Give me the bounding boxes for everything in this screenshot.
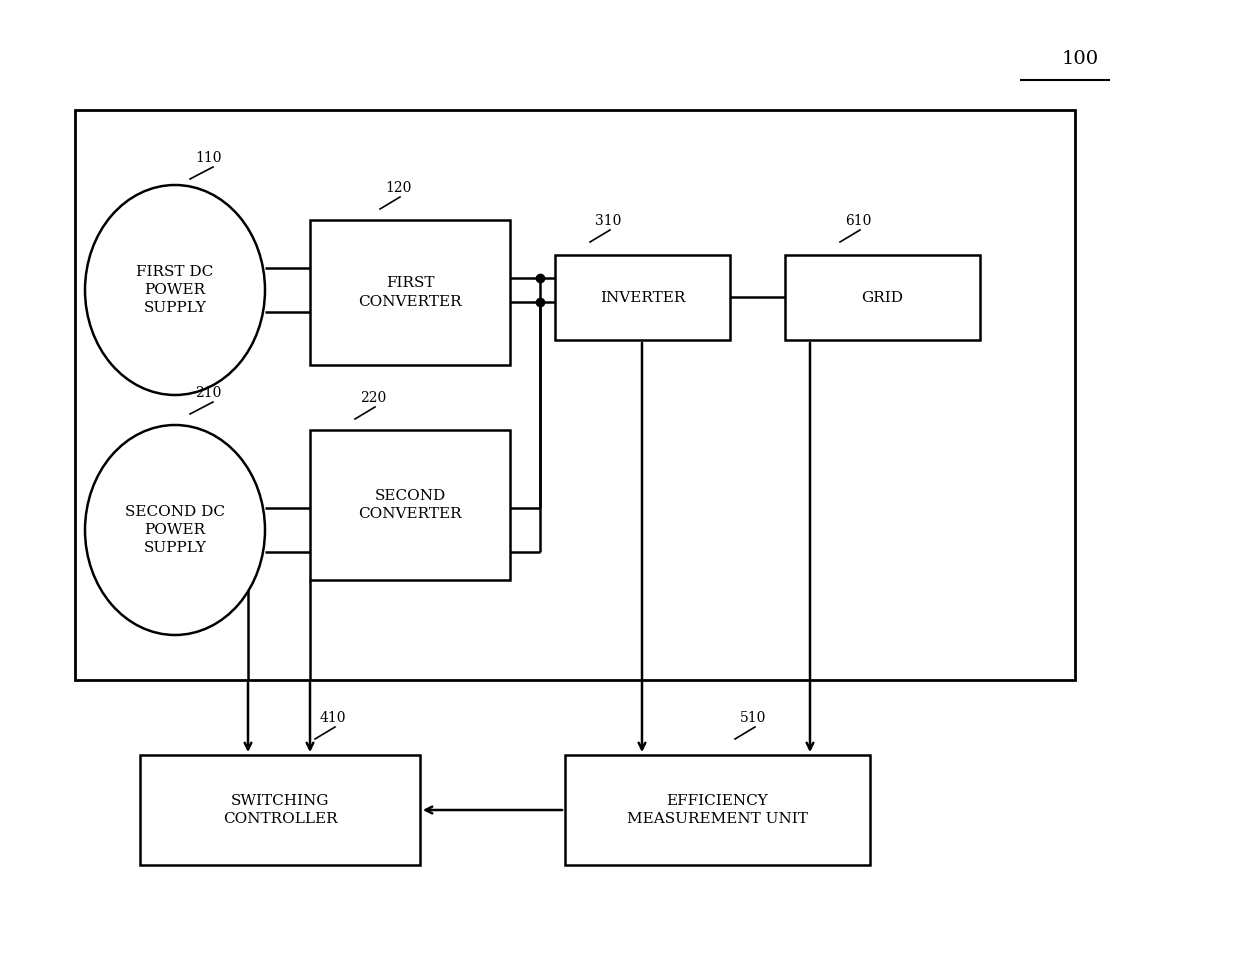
Text: 410: 410 [320,711,346,725]
Text: SWITCHING
CONTROLLER: SWITCHING CONTROLLER [223,794,337,826]
Text: 310: 310 [595,214,621,228]
Text: GRID: GRID [862,290,904,305]
Bar [565,755,870,865]
Text: 210: 210 [195,386,222,400]
Ellipse shape [86,185,265,395]
Text: 220: 220 [360,391,386,405]
Text: 120: 120 [384,181,412,195]
Bar [310,220,510,365]
Bar [310,430,510,580]
Text: SECOND
CONVERTER: SECOND CONVERTER [358,489,461,521]
Ellipse shape [86,425,265,635]
Text: INVERTER: INVERTER [600,290,686,305]
Bar [785,255,980,340]
Text: FIRST
CONVERTER: FIRST CONVERTER [358,277,461,308]
Bar [556,255,730,340]
Text: 100: 100 [1061,50,1099,68]
Bar [140,755,420,865]
Text: EFFICIENCY
MEASUREMENT UNIT: EFFICIENCY MEASUREMENT UNIT [627,794,808,826]
Text: SECOND DC
POWER
SUPPLY: SECOND DC POWER SUPPLY [125,505,224,555]
Text: 510: 510 [740,711,766,725]
Text: 110: 110 [195,151,222,165]
Bar [74,110,1075,680]
Text: 610: 610 [844,214,872,228]
Text: FIRST DC
POWER
SUPPLY: FIRST DC POWER SUPPLY [136,264,213,315]
